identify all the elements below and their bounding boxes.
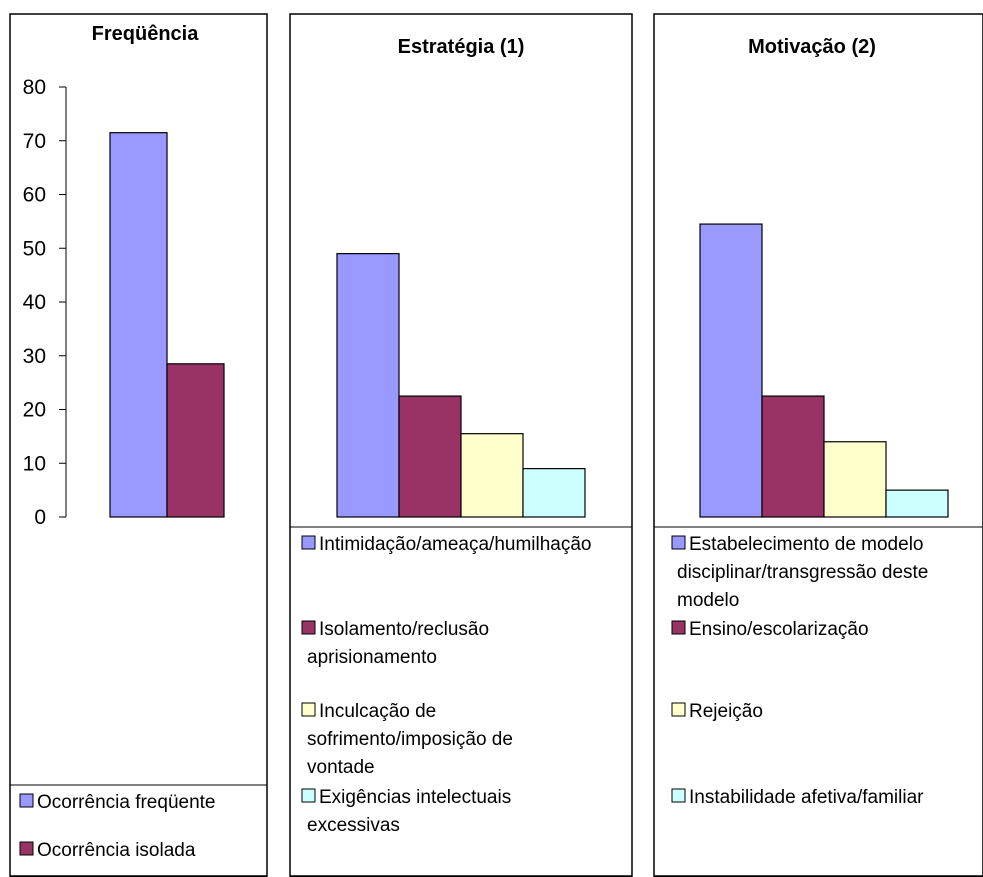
legend-label: Exigências intelectuais xyxy=(319,787,511,808)
y-tick-label: 0 xyxy=(34,506,46,529)
legend-motivacao: Estabelecimento de modelo disciplinar/tra… xyxy=(671,534,928,808)
legend-swatch xyxy=(301,535,316,550)
panel-frequencia-frame xyxy=(9,13,268,877)
bar xyxy=(460,433,524,518)
bar xyxy=(398,395,462,518)
legend-box-estrategia xyxy=(289,526,633,877)
chart-title-estrategia: Estratégia (1) xyxy=(398,36,525,58)
legend-swatch xyxy=(301,788,316,803)
legend-estrategia: Intimidação/ameaça/humilhação Isolamento/… xyxy=(301,534,592,836)
legend-swatch xyxy=(671,788,686,803)
legend-label: Instabilidade afetiva/familiar xyxy=(689,787,924,808)
y-tick-label: 40 xyxy=(23,291,46,314)
legend-box-frequencia xyxy=(9,784,268,877)
legend-label: excessivas xyxy=(307,815,400,836)
bar xyxy=(823,441,887,518)
legend-label: Ocorrência isolada xyxy=(37,840,196,861)
bars-estrategia xyxy=(336,253,586,518)
legend-label: Estabelecimento de modelo xyxy=(689,534,923,555)
legend-swatch xyxy=(671,535,686,550)
legend-label: Ensino/escolarização xyxy=(689,619,869,640)
legend-swatch xyxy=(301,620,316,635)
legend-label: aprisionamento xyxy=(307,647,437,668)
bar xyxy=(522,468,586,518)
panel-estrategia-frame xyxy=(289,13,633,877)
legend-swatch xyxy=(19,793,34,808)
legend-label: Isolamento/reclusão xyxy=(319,619,489,640)
bar xyxy=(699,223,763,518)
legend-label: disciplinar/transgressão deste xyxy=(677,562,928,583)
panel-motivacao-frame xyxy=(653,13,983,877)
y-tick-label: 50 xyxy=(23,237,46,260)
legend-label: vontade xyxy=(307,757,375,778)
legend-box-motivacao xyxy=(653,526,983,877)
legend-swatch xyxy=(671,702,686,717)
y-tick-label: 30 xyxy=(23,345,46,368)
bar xyxy=(336,253,400,518)
legend-label: sofrimento/imposição de xyxy=(307,729,513,750)
legend-label: Intimidação/ameaça/humilhação xyxy=(319,534,592,555)
legend-label: Rejeição xyxy=(689,701,763,722)
y-tick-label: 10 xyxy=(23,452,46,475)
bar xyxy=(761,395,825,518)
legend-swatch xyxy=(301,702,316,717)
bars-frequencia xyxy=(109,132,225,518)
legend-label: Ocorrência freqüente xyxy=(37,792,216,813)
y-axis-ticks: 0 10 20 30 40 50 60 70 80 xyxy=(23,76,66,529)
y-tick-label: 60 xyxy=(23,184,46,207)
y-tick-label: 80 xyxy=(23,76,46,99)
chart-title-frequencia: Freqüência xyxy=(92,23,200,45)
bar xyxy=(885,489,949,518)
y-tick-label: 20 xyxy=(23,399,46,422)
y-tick-label: 70 xyxy=(23,130,46,153)
legend-label: modelo xyxy=(677,590,739,611)
bars-motivacao xyxy=(699,223,949,518)
legend-frequencia: Ocorrência freqüente Ocorrência isolada xyxy=(19,792,216,861)
bar xyxy=(166,363,225,518)
legend-swatch xyxy=(19,841,34,856)
chart-title-motivacao: Motivação (2) xyxy=(748,36,876,58)
bar xyxy=(109,132,168,518)
legend-label: Inculcação de xyxy=(319,701,436,722)
legend-swatch xyxy=(671,620,686,635)
